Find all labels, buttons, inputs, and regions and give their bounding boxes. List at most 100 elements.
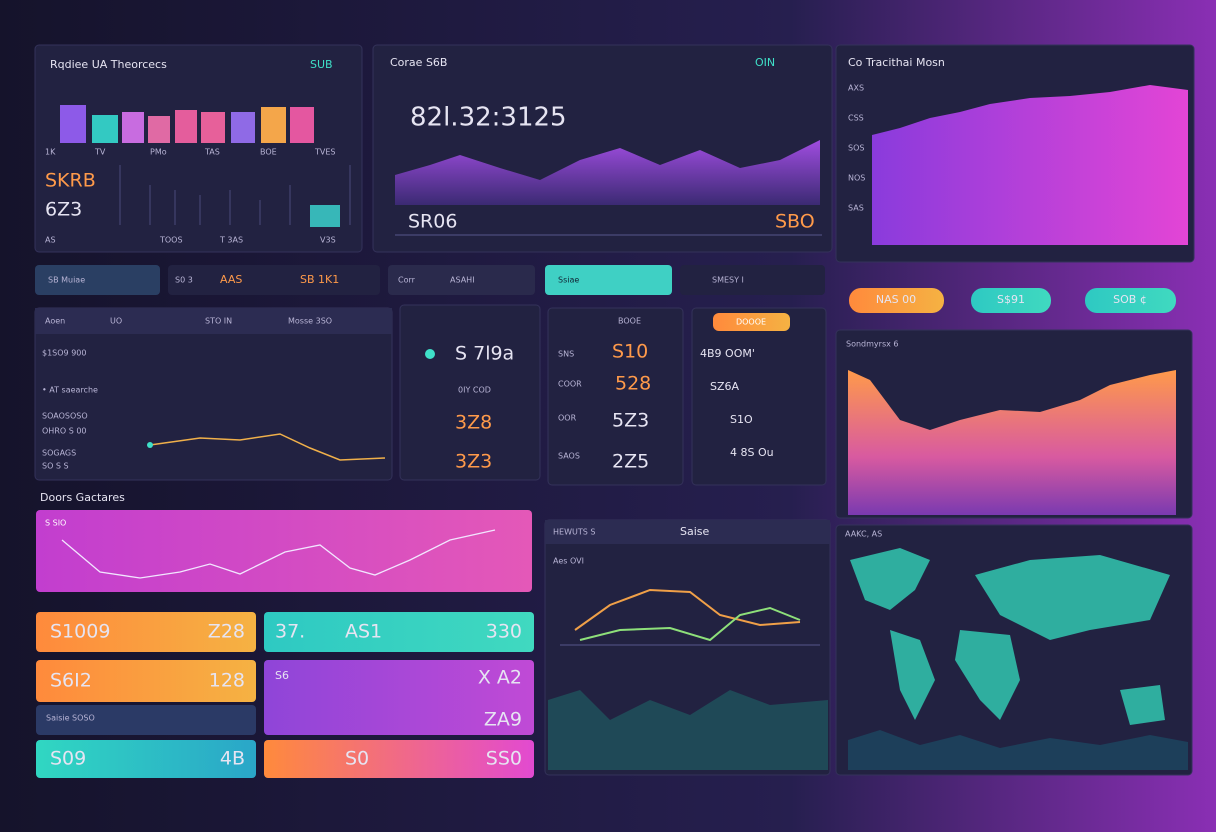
line [574, 588, 801, 631]
area [872, 85, 1188, 245]
stat-value: S 7l9a [455, 343, 514, 365]
card-value: 37. [275, 621, 305, 643]
footer-label: T 3AS [219, 236, 243, 245]
tab[interactable]: HEWUTS S [553, 528, 595, 537]
continent [890, 630, 935, 720]
card-value: S6 [275, 669, 289, 682]
panel-title: BOOE [618, 317, 641, 326]
pill[interactable] [35, 265, 160, 295]
bar [201, 112, 225, 143]
row-label: SAOS [558, 452, 580, 461]
pill-label: S0 3 [175, 276, 193, 285]
stat-value: SKRB [45, 170, 96, 192]
panel-title: Aes OVI [553, 557, 584, 566]
pill-label: S$91 [997, 293, 1025, 306]
button-label: DOOOE [736, 318, 766, 327]
panel-title: Co Tracithai Mosn [848, 56, 945, 69]
card-value: SS0 [486, 748, 522, 770]
bar [92, 115, 118, 143]
stat-label: 0IY COD [458, 386, 491, 395]
panel-label: S SIO [45, 519, 66, 528]
line [579, 606, 801, 642]
card[interactable] [264, 660, 534, 735]
pill[interactable] [849, 288, 944, 313]
pill[interactable] [971, 288, 1051, 313]
area [395, 140, 820, 205]
bar-label: 1K [45, 148, 56, 157]
card-value: 4B [220, 748, 245, 770]
bar [148, 116, 170, 143]
card[interactable] [36, 705, 256, 735]
bar [261, 107, 286, 143]
bar-label: TVES [314, 148, 336, 157]
bar [60, 105, 86, 143]
panel [36, 510, 532, 592]
section-title: Doors Gactares [40, 491, 125, 504]
bar-label: PMo [150, 148, 167, 157]
footer-label: TOOS [159, 236, 183, 245]
row-label: SOGAGS [42, 449, 76, 458]
column-header: Aoen [45, 317, 65, 326]
card-value: 330 [486, 621, 522, 643]
row-label: SO S S [42, 462, 69, 471]
stat-value: SR06 [408, 211, 457, 233]
row-label: • AT saearche [42, 386, 98, 395]
button[interactable] [713, 313, 790, 331]
row-label: SNS [558, 350, 574, 359]
card-value: S1009 [50, 621, 110, 643]
stat-value: 6Z3 [45, 199, 82, 221]
marker [147, 442, 153, 448]
card-value: 128 [209, 670, 245, 692]
pill[interactable] [545, 265, 672, 295]
continent [850, 548, 930, 610]
panel-header [35, 308, 392, 334]
card-value: Z28 [208, 621, 245, 643]
card[interactable] [264, 740, 534, 778]
stat-value: 3Z3 [455, 451, 492, 473]
y-label: SAS [848, 204, 864, 213]
card-value: Saisie SOSO [46, 714, 95, 723]
card[interactable] [36, 740, 256, 778]
pill[interactable] [388, 265, 535, 295]
pill-label: NAS 00 [876, 293, 916, 306]
y-label: CSS [848, 114, 864, 123]
panel [34, 44, 363, 253]
footer-label: V3S [320, 236, 336, 245]
pill[interactable] [1085, 288, 1176, 313]
card[interactable] [36, 660, 256, 702]
area [848, 370, 1176, 515]
stat-value: S10 [612, 341, 648, 363]
bar [122, 112, 144, 143]
bar [231, 112, 255, 143]
stat-label: 4 8S Ou [730, 446, 774, 459]
area [548, 690, 828, 770]
bar-label: TV [94, 148, 106, 157]
bar [310, 205, 340, 227]
card-value: AS1 [345, 621, 382, 643]
column-header: Mosse 3SO [288, 317, 332, 326]
bar [175, 110, 197, 143]
pill[interactable] [168, 265, 380, 295]
pill-label: SB Muiae [48, 276, 85, 285]
line [61, 529, 496, 579]
headline: 82l.32:3125 [410, 103, 567, 133]
continent [1120, 685, 1165, 725]
tab[interactable]: Saise [680, 525, 710, 538]
card[interactable] [264, 612, 534, 652]
card-value: S0 [345, 748, 369, 770]
stat-value: 2Z5 [612, 451, 649, 473]
stat-label: SZ6A [710, 380, 740, 393]
pill-label: AAS [220, 273, 242, 286]
continent [955, 630, 1020, 720]
pill[interactable] [680, 265, 825, 295]
panel-title: Sondmyrsx 6 [846, 340, 898, 349]
y-label: SOS [848, 144, 864, 153]
pill-label: SMESY I [712, 276, 744, 285]
badge: SUB [310, 58, 333, 71]
row-label: COOR [558, 380, 582, 389]
y-label: AXS [848, 84, 864, 93]
line [149, 433, 386, 461]
stat-value: 528 [615, 373, 651, 395]
card[interactable] [36, 612, 256, 652]
